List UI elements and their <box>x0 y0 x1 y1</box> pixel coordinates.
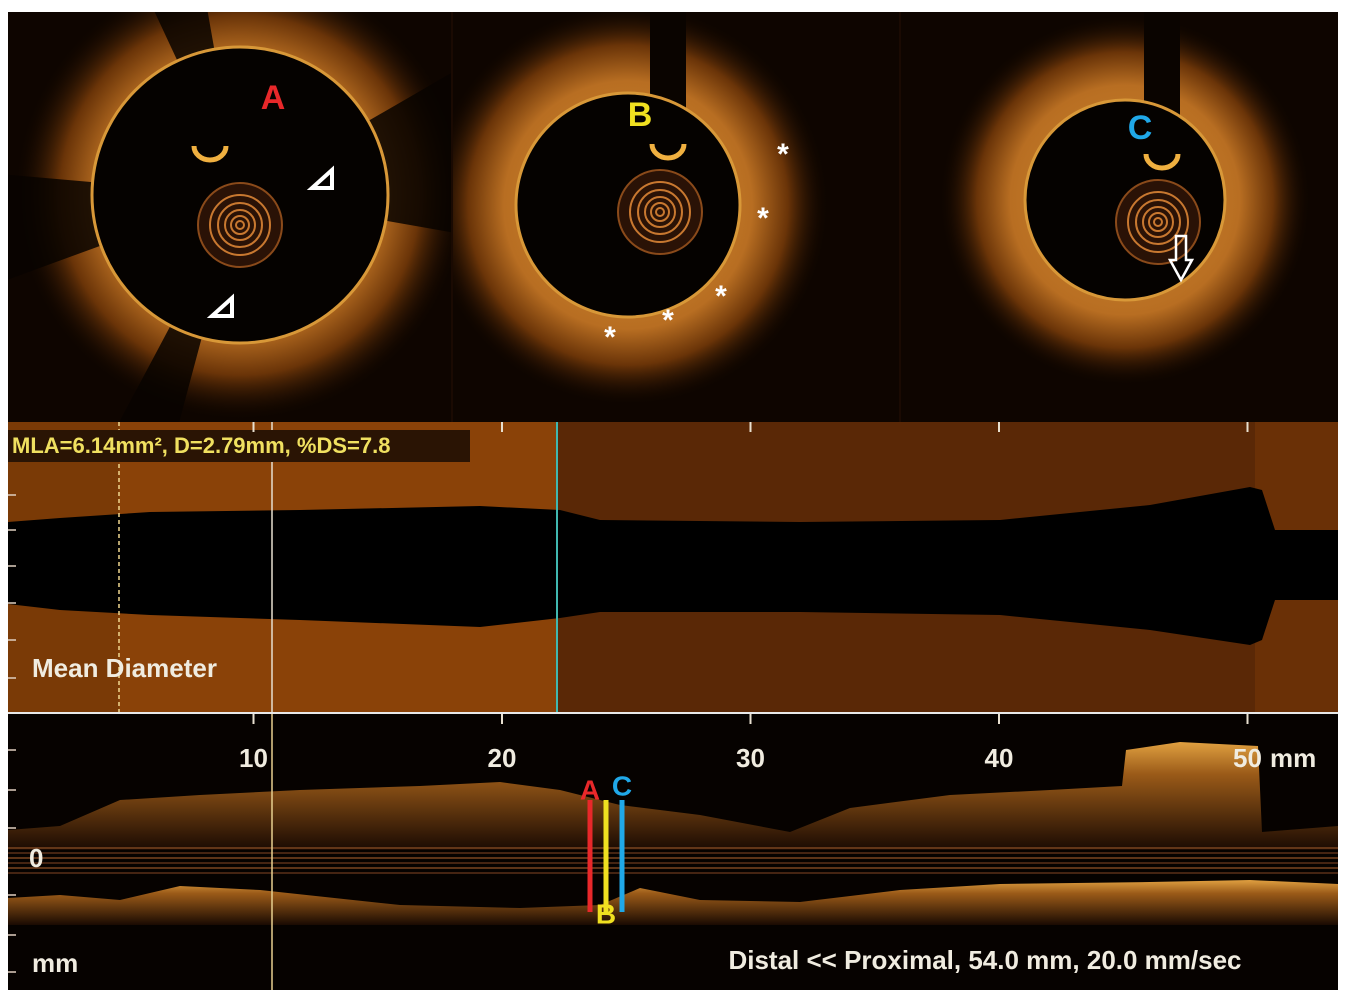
oct-figure: ABC*****MLA=6.14mm², D=2.79mm, %DS=7.8Me… <box>0 0 1346 994</box>
length-tick-label: 10 <box>239 743 268 773</box>
acquisition-info: Distal << Proximal, 54.0 mm, 20.0 mm/sec <box>728 945 1241 975</box>
annotation-asterisk: * <box>604 321 616 354</box>
position-marker-label: B <box>596 898 616 929</box>
annotation-asterisk: * <box>777 138 789 171</box>
section-label: A <box>261 79 286 117</box>
length-tick-label: 50 <box>1233 743 1262 773</box>
section-label: C <box>1128 109 1153 147</box>
annotation-asterisk: * <box>715 280 727 313</box>
length-tick-label: 40 <box>985 743 1014 773</box>
annotation-asterisk: * <box>757 202 769 235</box>
measurement: MLA=6.14mm², D=2.79mm, %DS=7.8 <box>12 433 390 458</box>
depth-unit: mm <box>32 948 78 978</box>
section-label: B <box>628 96 653 134</box>
length-unit: mm <box>1270 743 1316 773</box>
annotation-asterisk: * <box>662 304 674 337</box>
profile-title: Mean Diameter <box>32 653 217 683</box>
cross-section-panel <box>940 12 1310 385</box>
length-tick-label: 30 <box>736 743 765 773</box>
position-marker-label: C <box>612 770 632 801</box>
position-marker-label: A <box>580 774 600 805</box>
depth-zero: 0 <box>29 843 43 873</box>
length-tick-label: 20 <box>488 743 517 773</box>
